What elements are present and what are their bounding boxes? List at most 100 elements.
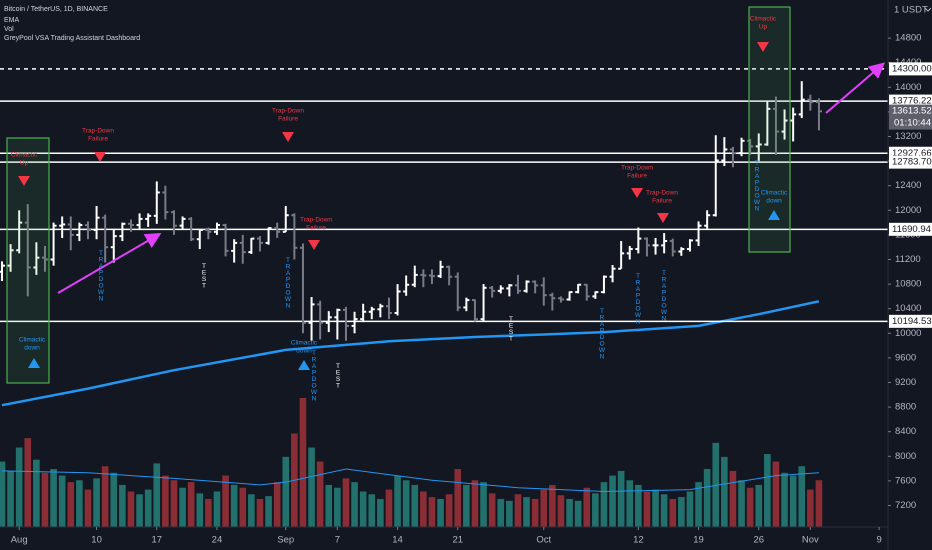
signal-marker <box>94 152 106 162</box>
annotation: Failure <box>652 198 672 205</box>
volume-bar <box>248 494 255 527</box>
vertical-label: TRAPDOWN <box>598 308 606 360</box>
volume-bar <box>222 475 229 527</box>
volume-bar <box>41 472 49 527</box>
signal-marker <box>631 188 643 198</box>
volume-bar <box>445 494 453 527</box>
caret <box>924 7 932 12</box>
level-label: 12927.66 <box>892 148 932 159</box>
level-label-bg <box>889 314 932 328</box>
level-label-bg <box>889 94 932 108</box>
volume-ma-line <box>1 468 819 493</box>
price-pane <box>0 68 888 407</box>
signal-marker <box>757 42 769 52</box>
vertical-label: TRAPDOWN <box>660 270 668 322</box>
y-tick-label: 14000 <box>895 82 921 93</box>
volume-bar <box>101 466 109 527</box>
volume-bar <box>807 489 814 527</box>
volume-bar <box>755 484 763 527</box>
axes: 7200 7600 8000 8400 8800 9200 9600 10000 10400 10… <box>11 33 932 546</box>
volume-bar <box>506 500 513 527</box>
vertical-label: TRAPDOWN <box>97 250 105 302</box>
x-tick-label: 21 <box>452 535 463 546</box>
y-tick-label: 13200 <box>895 131 921 142</box>
y-tick-label: 9600 <box>895 352 916 363</box>
y-tick-label: 12400 <box>895 180 921 191</box>
volume-bar <box>256 498 264 527</box>
volume-bar <box>265 496 272 527</box>
x-tick-label: 24 <box>212 535 223 546</box>
annotation: Failure <box>278 116 298 123</box>
volume-bar <box>669 498 677 527</box>
volume-bar <box>187 482 195 527</box>
y-tick-label: 10400 <box>895 303 921 314</box>
volume-bar <box>781 472 788 527</box>
volume-bar <box>84 489 92 527</box>
y-tick-label: 12000 <box>895 205 921 216</box>
annotation: Trap-Down <box>621 165 653 172</box>
indicator: EMA <box>4 17 20 24</box>
volume-bar <box>0 461 6 527</box>
signal-marker <box>18 176 30 186</box>
y-tick-label: 8800 <box>895 402 916 413</box>
signal-marker <box>308 240 320 250</box>
volume-bar <box>635 484 642 527</box>
x-tick-label: Aug <box>11 535 28 546</box>
annotation: Trap-Down <box>272 108 304 115</box>
volume-bar <box>660 494 668 527</box>
y-tick-label: 9200 <box>895 377 916 388</box>
annotation: down <box>766 198 782 205</box>
level-label-bg <box>889 62 932 76</box>
annotation: Failure <box>306 225 326 232</box>
signal-marker <box>657 213 669 223</box>
x-tick-label: 14 <box>392 535 403 546</box>
volume-bar <box>497 498 505 527</box>
level-label: 11690.94 <box>892 224 931 235</box>
annotation: Climactic <box>19 337 46 344</box>
volume-bar <box>643 491 651 527</box>
volume-bar <box>153 463 161 527</box>
vertical-label: TRAPDOWN <box>284 257 292 309</box>
countdown: 01:10:44 <box>894 118 931 129</box>
volume-bar <box>652 489 659 527</box>
vertical-label: TEST <box>201 263 208 289</box>
volume-bar <box>557 495 565 527</box>
x-tick-label: Nov <box>802 535 819 546</box>
volume-bar <box>205 498 212 527</box>
volume-bar <box>394 475 401 527</box>
volume-bar <box>454 469 462 527</box>
annotation: Climactic <box>761 190 788 197</box>
volume-bar <box>334 487 341 527</box>
volume-bar <box>471 480 479 527</box>
volume-bar <box>119 484 126 527</box>
annotation: Failure <box>627 173 647 180</box>
x-tick-label: 9 <box>876 535 881 546</box>
currency[interactable]: 1 USDT <box>894 5 928 16</box>
volume-bar <box>239 487 247 527</box>
volume-bar <box>67 482 75 527</box>
y-tick-label: 8400 <box>895 426 916 437</box>
level-label: 12783.70 <box>892 157 932 168</box>
signal-marker <box>282 132 294 142</box>
volume-bar <box>772 461 780 527</box>
annotation: Up <box>20 160 29 167</box>
vertical-label: TEST <box>508 316 515 342</box>
y-tick-label: 14800 <box>895 33 921 44</box>
volume-bar <box>815 480 823 527</box>
volume-bar <box>162 475 169 527</box>
x-tick-label: 10 <box>91 535 102 546</box>
y-tick-label: 10000 <box>895 328 921 339</box>
volume-bar <box>127 491 135 527</box>
volume-bar <box>385 489 393 527</box>
annotation: Trap-Down <box>82 128 114 135</box>
annotation: Trap-Down <box>300 217 332 224</box>
level-label: 10194.53 <box>892 316 932 327</box>
annotation: Climactic <box>291 340 318 347</box>
volume-bar <box>110 472 118 527</box>
volume-bar <box>179 487 186 527</box>
annotation: Climactic <box>750 16 777 23</box>
volume-bar <box>76 480 83 527</box>
volume-bar <box>368 494 376 527</box>
vertical-label: TRAPDOWN <box>310 350 318 402</box>
